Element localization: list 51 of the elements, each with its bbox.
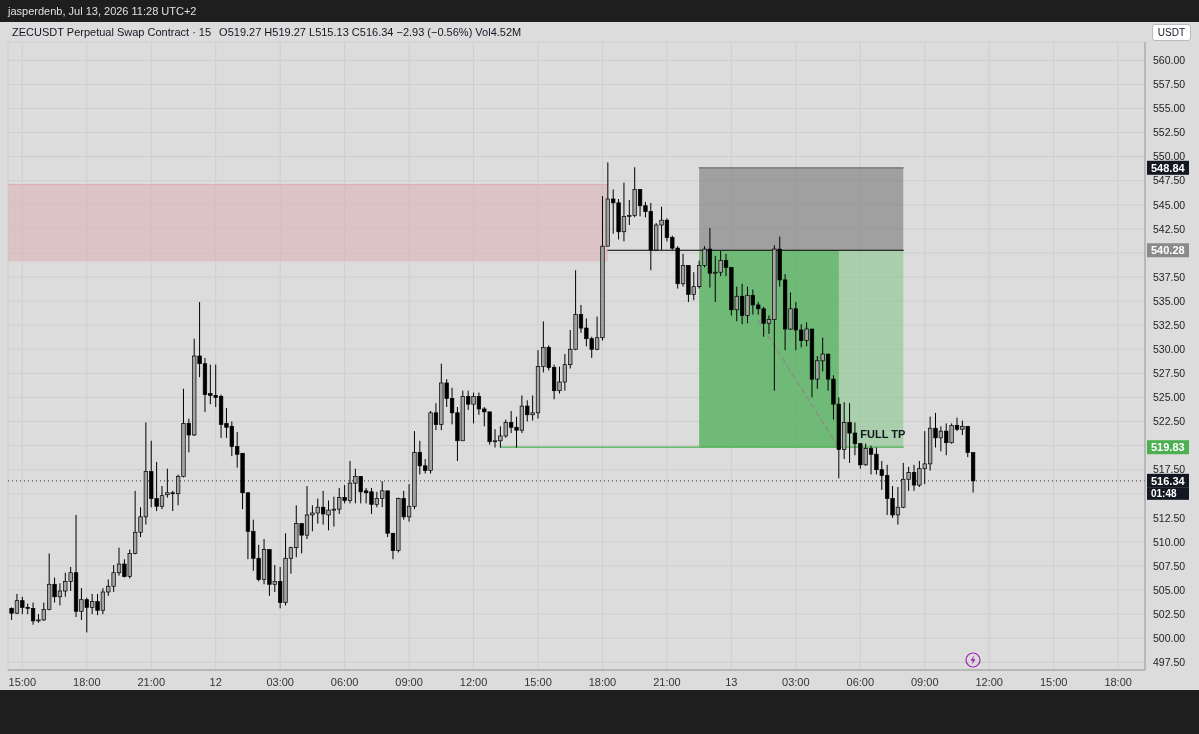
x-tick-label: 12:00 [459,675,488,688]
y-tick-label: 507.50 [1153,559,1186,572]
y-tick-label: 545.00 [1153,198,1186,211]
x-tick-label: 09:00 [911,675,939,688]
y-tick-label: 535.00 [1153,294,1186,307]
y-tick-label: 537.50 [1153,270,1186,283]
text: jasperdenb, Jul 13, 2026 11:28 UTC+2 [8,5,197,17]
y-tick-label: 530.00 [1153,342,1186,355]
x-tick-label: 15:00 [524,675,552,688]
x-tick-label: 21:00 [653,675,681,688]
annotation: 540.28 [1151,244,1185,257]
x-tick-label: 18:00 [1104,675,1132,688]
y-tick-label: 550.00 [1153,150,1186,163]
y-tick-label: 542.50 [1153,222,1186,235]
annotation: FULL TP [860,427,906,440]
x-tick-label: 03:00 [266,675,294,688]
y-tick-label: 517.50 [1153,463,1186,476]
y-tick-label: 497.50 [1153,656,1186,669]
x-tick-label: 12 [209,675,222,688]
y-tick-label: 555.00 [1153,102,1186,115]
y-tick-label: 547.50 [1153,174,1186,187]
x-tick-label: 18:00 [73,675,101,688]
y-tick-label: 557.50 [1153,78,1186,91]
x-tick-label: 13 [725,675,738,688]
ref-line-label: 516.34 [1151,474,1186,487]
x-tick-label: 06:00 [846,675,875,688]
x-tick-label: 21:00 [137,675,166,688]
y-tick-label: 525.00 [1153,391,1186,404]
y-tick-label: 505.00 [1153,583,1186,596]
y-tick-label: 510.00 [1153,535,1186,548]
x-tick-label: 15:00 [8,675,37,688]
y-tick-label: 500.00 [1153,631,1186,644]
x-tick-label: 12:00 [975,675,1003,688]
y-tick-label: 532.50 [1153,318,1186,331]
x-tick-label: 09:00 [395,675,423,688]
x-tick-label: 03:00 [782,675,810,688]
y-tick-label: 512.50 [1153,511,1186,524]
y-tick-label: 552.50 [1153,126,1186,139]
x-tick-label: 06:00 [330,675,359,688]
x-tick-label: 15:00 [1039,675,1068,688]
y-tick-label: 502.50 [1153,607,1186,620]
x-tick-label: 18:00 [588,675,617,688]
y-axis-title: USDT [1151,24,1191,41]
y-tick-label: 522.50 [1153,415,1186,428]
annotation: 548.84 [1151,161,1186,174]
chart-subtitle: O519.27 H519.27 L515.13 C516.34 −2.93 (−0.56%) Vol4.52M [219,26,522,38]
y-tick-label: 527.50 [1153,367,1186,380]
chart-title: ZECUSDT Perpetual Swap Contract · 15 [12,26,212,38]
annotation: 519.83 [1151,441,1185,454]
text: 01:48 [1151,487,1178,499]
y-tick-label: 560.00 [1153,54,1186,67]
